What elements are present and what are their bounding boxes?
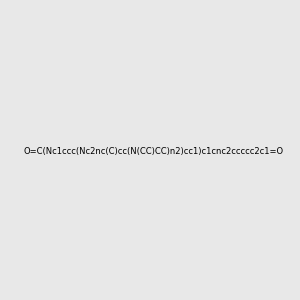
- Text: O=C(Nc1ccc(Nc2nc(C)cc(N(CC)CC)n2)cc1)c1cnc2ccccc2c1=O: O=C(Nc1ccc(Nc2nc(C)cc(N(CC)CC)n2)cc1)c1c…: [24, 147, 284, 156]
